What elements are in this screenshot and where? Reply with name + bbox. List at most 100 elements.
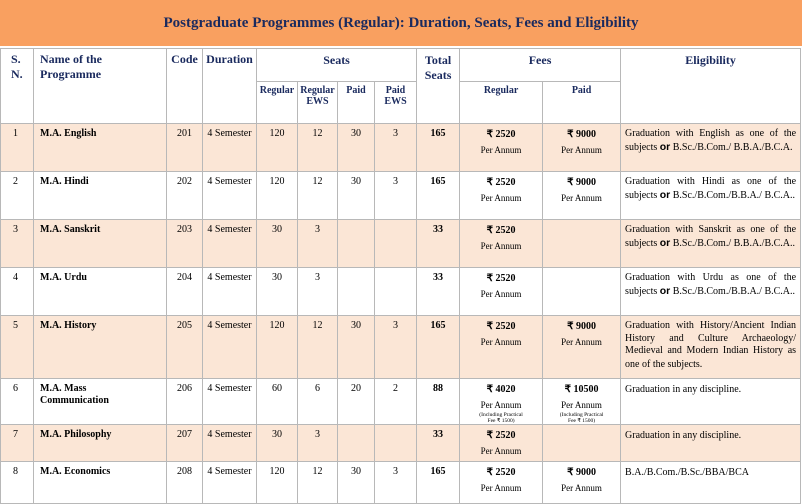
- cell-code: 208: [166, 461, 203, 504]
- cell-code: 206: [166, 378, 203, 425]
- cell-programme-name: M.A. English: [33, 123, 167, 172]
- cell-seat-paid: 30: [337, 123, 375, 172]
- cell-total-seats: 33: [416, 219, 461, 268]
- cell-total-seats: 165: [416, 461, 461, 504]
- cell-seat-paid: [337, 424, 375, 462]
- cell-fee-paid: ₹ 9000 Per Annum: [542, 123, 622, 172]
- table-row: 1 M.A. English 201 4 Semester 120 12 30 3 165 ₹ 2…: [0, 123, 802, 172]
- cell-duration: 4 Semester: [202, 424, 257, 462]
- cell-seat-paid-ews: 3: [373, 171, 418, 220]
- cell-fee-regular: ₹ 2520 Per Annum: [459, 461, 544, 504]
- cell-sn: 2: [0, 171, 34, 220]
- page-title: Postgraduate Programmes (Regular): Durat…: [0, 0, 802, 46]
- cell-fee-paid: [542, 267, 622, 316]
- cell-programme-name: M.A. History: [33, 315, 167, 379]
- cell-duration: 4 Semester: [202, 461, 257, 504]
- cell-duration: 4 Semester: [202, 219, 257, 268]
- table-row: 6 M.A. Mass Communication 206 4 Semester 60 6 2…: [0, 378, 802, 425]
- cell-fee-regular: ₹ 2520 Per Annum: [459, 219, 544, 268]
- cell-seat-regular-ews: 12: [297, 315, 338, 379]
- cell-programme-name: M.A. Hindi: [33, 171, 167, 220]
- cell-code: 205: [166, 315, 203, 379]
- cell-seat-regular: 120: [256, 315, 298, 379]
- cell-programme-name: M.A. Economics: [33, 461, 167, 504]
- cell-sn: 6: [0, 378, 34, 425]
- header-total: Total Seats: [416, 48, 461, 124]
- table-row: 8 M.A. Economics 208 4 Semester 120 12 30 3 165 ₹…: [0, 461, 802, 504]
- cell-sn: 8: [0, 461, 34, 504]
- cell-eligibility: Graduation with English as one of the su…: [620, 123, 802, 172]
- cell-total-seats: 33: [416, 424, 461, 462]
- cell-seat-regular: 120: [256, 123, 298, 172]
- cell-seat-paid-ews: 3: [373, 461, 418, 504]
- cell-duration: 4 Semester: [202, 171, 257, 220]
- header-eligibility: Eligibility: [620, 48, 802, 124]
- cell-fee-regular: ₹ 2520 Per Annum: [459, 267, 544, 316]
- cell-seat-regular-ews: 3: [297, 219, 338, 268]
- cell-seat-regular-ews: 3: [297, 267, 338, 316]
- header-seat-regular: Regular: [256, 81, 298, 124]
- cell-duration: 4 Semester: [202, 123, 257, 172]
- programmes-table: S. N. Name of the Programme Code Duration …: [0, 48, 802, 504]
- cell-fee-paid: ₹ 10500 Per Annum (Including Practical Fee …: [542, 378, 622, 425]
- cell-fee-paid: ₹ 9000 Per Annum: [542, 315, 622, 379]
- cell-fee-regular: ₹ 2520 Per Annum: [459, 123, 544, 172]
- cell-seat-regular: 30: [256, 267, 298, 316]
- cell-seat-paid-ews: [373, 267, 418, 316]
- cell-fee-regular: ₹ 2520 Per Annum: [459, 424, 544, 462]
- cell-fee-regular: ₹ 2520 Per Annum: [459, 171, 544, 220]
- cell-code: 202: [166, 171, 203, 220]
- header-duration: Duration: [202, 48, 257, 124]
- cell-eligibility: B.A./B.Com./B.Sc./BBA/BCA: [620, 461, 802, 504]
- cell-seat-paid-ews: [373, 424, 418, 462]
- header-seat-regular-ews: Regular EWS: [297, 81, 338, 124]
- cell-eligibility: Graduation in any discipline.: [620, 378, 802, 425]
- cell-seat-regular: 30: [256, 424, 298, 462]
- header-seat-paid-ews: Paid EWS: [373, 81, 418, 124]
- cell-total-seats: 165: [416, 123, 461, 172]
- cell-sn: 3: [0, 219, 34, 268]
- cell-seat-regular-ews: 12: [297, 171, 338, 220]
- cell-seat-regular-ews: 12: [297, 461, 338, 504]
- cell-code: 207: [166, 424, 203, 462]
- cell-seat-paid-ews: [373, 219, 418, 268]
- cell-programme-name: M.A. Sanskrit: [33, 219, 167, 268]
- table-row: 5 M.A. History 205 4 Semester 120 12 30 3 165 ₹ 2…: [0, 315, 802, 379]
- cell-fee-paid: [542, 424, 622, 462]
- cell-eligibility: Graduation with Sanskrit as one of the s…: [620, 219, 802, 268]
- header-seat-paid: Paid: [337, 81, 375, 124]
- cell-fee-regular: ₹ 4020 Per Annum (Including Practical Fee ₹…: [459, 378, 544, 425]
- cell-seat-regular-ews: 6: [297, 378, 338, 425]
- cell-total-seats: 165: [416, 315, 461, 379]
- cell-eligibility: Graduation in any discipline.: [620, 424, 802, 462]
- cell-code: 201: [166, 123, 203, 172]
- cell-fee-paid: ₹ 9000 Per Annum: [542, 171, 622, 220]
- cell-code: 204: [166, 267, 203, 316]
- cell-programme-name: M.A. Philosophy: [33, 424, 167, 462]
- cell-fee-paid: ₹ 9000 Per Annum: [542, 461, 622, 504]
- cell-duration: 4 Semester: [202, 378, 257, 425]
- header-sn: S. N.: [0, 48, 34, 124]
- cell-seat-regular: 30: [256, 219, 298, 268]
- cell-code: 203: [166, 219, 203, 268]
- cell-fee-paid: [542, 219, 622, 268]
- cell-seat-paid: 30: [337, 171, 375, 220]
- header-fees: Fees: [459, 48, 622, 82]
- header-seats: Seats: [255, 48, 418, 82]
- table-row: 2 M.A. Hindi 202 4 Semester 120 12 30 3 165 ₹ 252…: [0, 171, 802, 220]
- cell-sn: 1: [0, 123, 34, 172]
- cell-sn: 4: [0, 267, 34, 316]
- cell-seat-regular: 60: [256, 378, 298, 425]
- table-row: 3 M.A. Sanskrit 203 4 Semester 30 3 33 ₹ 2520 Pe…: [0, 219, 802, 268]
- cell-seat-paid: [337, 267, 375, 316]
- cell-duration: 4 Semester: [202, 267, 257, 316]
- cell-sn: 5: [0, 315, 34, 379]
- cell-seat-paid: 30: [337, 315, 375, 379]
- cell-eligibility: Graduation with History/Ancient Indian H…: [620, 315, 802, 379]
- cell-programme-name: M.A. Mass Communication: [33, 378, 167, 425]
- cell-sn: 7: [0, 424, 34, 462]
- cell-eligibility: Graduation with Urdu as one of the subje…: [620, 267, 802, 316]
- table-row: 4 M.A. Urdu 204 4 Semester 30 3 33 ₹ 2520 Per An…: [0, 267, 802, 316]
- cell-seat-regular: 120: [256, 461, 298, 504]
- cell-seat-regular: 120: [256, 171, 298, 220]
